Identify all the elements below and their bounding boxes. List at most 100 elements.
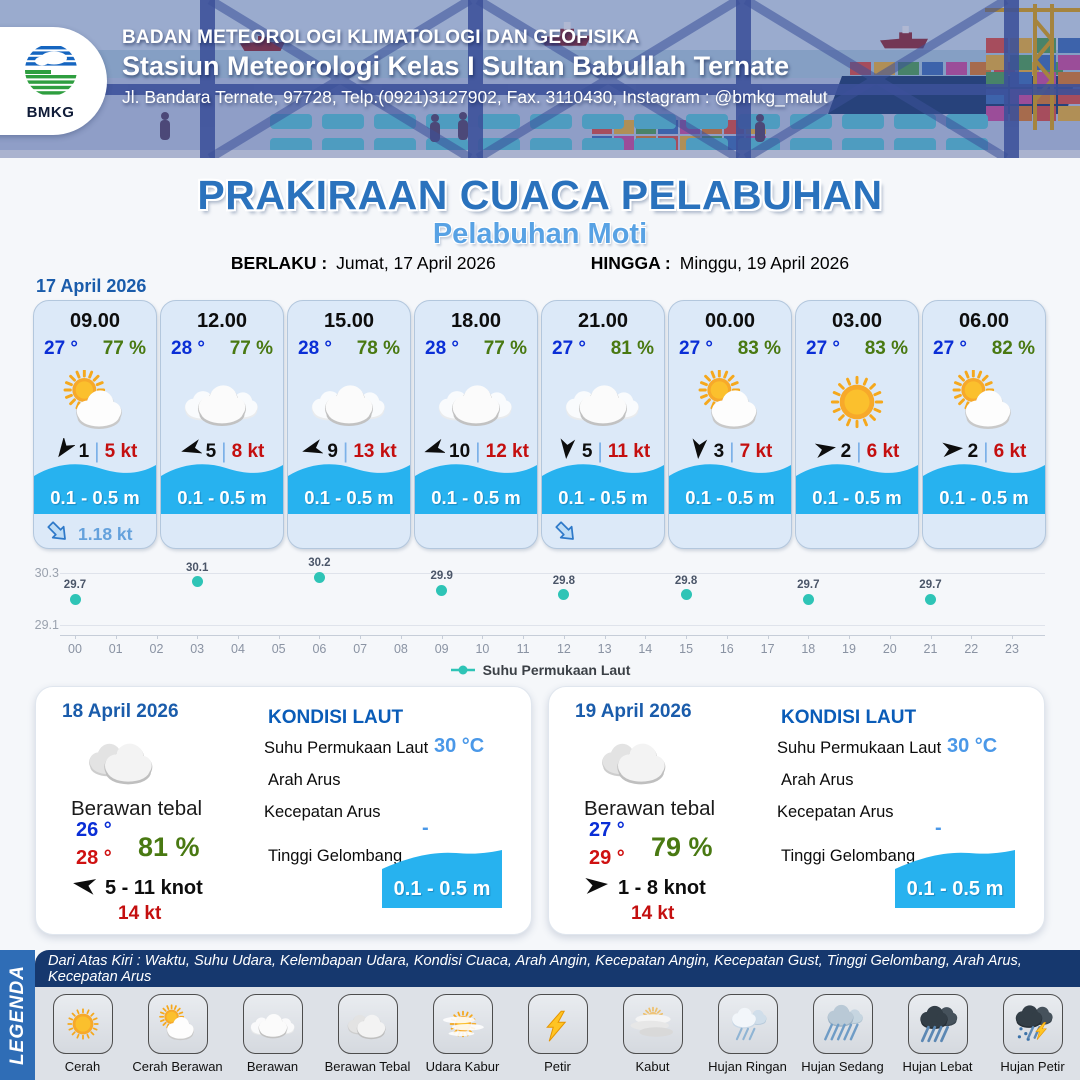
- cerah-berawan-icon: [923, 367, 1045, 437]
- wind-row: 10 | 12 kt: [415, 438, 537, 465]
- wave-height-badge: 0.1 - 0.5 m: [382, 849, 502, 908]
- x-tick: 21: [923, 642, 938, 656]
- cerah-icon: [52, 994, 113, 1054]
- air-temperature: 27 °: [933, 338, 968, 359]
- current-speed-label: Kecepatan Arus: [777, 803, 894, 821]
- daily-forecast-card: 19 April 2026 Berawan tebal 27 ° 29 ° 79…: [548, 686, 1045, 935]
- wave-icon: [161, 460, 283, 482]
- gust-speed: 6 kt: [866, 441, 900, 462]
- max-temperature: 28 °: [76, 847, 112, 869]
- legend-item-label: Berawan: [246, 1059, 299, 1074]
- sst-point: [680, 589, 692, 601]
- wind-direction-icon: [941, 438, 964, 466]
- chart-legend: Suhu Permukaan Laut: [35, 662, 1045, 678]
- x-tick: 20: [882, 642, 897, 656]
- current-row: [551, 517, 580, 548]
- sst-point: [436, 584, 448, 596]
- hourly-card: 21.00 27 ° 81 % 5 | 11 kt 0.1 - 0.5 m: [541, 300, 665, 549]
- forecast-time: 06.00: [958, 310, 1010, 332]
- legend-item-label: Hujan Sedang: [801, 1059, 884, 1074]
- sst-point-label: 29.8: [674, 574, 698, 587]
- temp-humidity-row: 28 ° 77 %: [415, 333, 537, 360]
- wave-height-label: Tinggi Gelombang: [268, 847, 403, 865]
- current-direction-label: Arah Arus: [781, 771, 854, 789]
- current-speed-value: -: [422, 817, 429, 839]
- wind-row: 2 | 6 kt: [796, 439, 918, 465]
- separator: |: [221, 440, 227, 463]
- min-temperature: 26 °: [76, 819, 112, 841]
- gust-speed: 8 kt: [231, 441, 265, 462]
- sst-value: 30 °C: [434, 735, 485, 757]
- validity-row: BERLAKU : Jumat, 17 April 2026 HINGGA : Mi…: [0, 253, 1080, 274]
- x-tick: 12: [556, 642, 571, 656]
- station-address: Jl. Bandara Ternate, 97728, Telp.(0921)3…: [122, 87, 828, 107]
- x-tick: 02: [149, 642, 164, 656]
- legend-item-label: Petir: [544, 1059, 571, 1074]
- x-tick: 06: [312, 642, 327, 656]
- legend-item-label: Hujan Lebat: [902, 1059, 973, 1074]
- wave-icon: [923, 460, 1045, 482]
- cerah-icon: [796, 367, 918, 437]
- legend-item-label: Berawan Tebal: [324, 1059, 411, 1074]
- berlaku-label: BERLAKU :: [230, 253, 328, 273]
- legend-item: Cerah Berawan: [130, 987, 225, 1080]
- sst-point: [313, 571, 325, 583]
- sst-chart: 30.3 29.1 00 01 02 03 04 05 06 07 08 09 10 11 12 13 14 15…: [35, 557, 1045, 690]
- legend-footer: LEGENDA Dari Atas Kiri : Waktu, Suhu Uda…: [0, 950, 1080, 1080]
- x-tick: 16: [719, 642, 734, 656]
- wind-row: 9 | 13 kt: [288, 439, 410, 465]
- sst-point-label: 29.9: [430, 570, 453, 583]
- x-tick: 00: [68, 642, 82, 656]
- weather-condition: Berawan tebal: [584, 797, 716, 820]
- legend-sidebar: LEGENDA: [0, 950, 35, 1080]
- legend-item: Kabut: [605, 987, 700, 1080]
- temp-humidity-row: 27 ° 83 %: [669, 333, 791, 360]
- berawan-tebal-icon: [337, 994, 398, 1054]
- weather-condition: Berawan tebal: [71, 797, 203, 820]
- separator: |: [342, 440, 349, 463]
- hourly-card: 00.00 27 ° 83 % 3 | 7 kt 0.1 - 0.5 m: [668, 300, 792, 549]
- berawan-icon: [288, 367, 410, 437]
- wave-height: 0.1 - 0.5 m: [939, 486, 1029, 508]
- berawan-icon: [415, 367, 537, 437]
- wave-height: 0.1 - 0.5 m: [304, 486, 394, 508]
- daily-forecast-card: 18 April 2026 Berawan tebal 26 ° 28 ° 81…: [35, 686, 532, 935]
- berawan-icon: [542, 367, 664, 437]
- petir-icon: [527, 994, 588, 1054]
- legend-item-label: Udara Kabur: [425, 1059, 500, 1074]
- hourly-card: 12.00 28 ° 77 % 5 | 8 kt 0.1 - 0.5 m: [160, 300, 284, 549]
- daily-date: 19 April 2026: [575, 701, 692, 722]
- temp-humidity-row: 27 ° 81 %: [542, 333, 664, 360]
- wind-speed: 9: [327, 441, 338, 462]
- hourly-card: 06.00 27 ° 82 % 2 | 6 kt 0.1 - 0.5 m: [922, 300, 1046, 549]
- wave-height-badge: 0.1 - 0.5 m: [895, 849, 1015, 908]
- sst-legend-marker-icon: [450, 665, 475, 675]
- current-direction-icon: [551, 517, 580, 548]
- air-temperature: 27 °: [806, 338, 841, 359]
- y-tick: 30.3: [34, 566, 59, 580]
- x-tick: 11: [516, 642, 530, 656]
- wave-icon: [34, 460, 156, 482]
- hourly-card: 15.00 28 ° 78 % 9 | 13 kt 0.1 - 0.5 m: [287, 300, 411, 549]
- separator: |: [94, 440, 100, 463]
- wind-speed-range: 5 - 11 knot: [105, 876, 203, 899]
- x-tick: 15: [679, 642, 694, 656]
- wave-height-label: Tinggi Gelombang: [781, 847, 916, 865]
- x-tick: 05: [271, 642, 286, 656]
- current-row: 1.18 kt: [43, 517, 132, 548]
- legend-item-label: Hujan Petir: [1000, 1059, 1065, 1074]
- hourly-forecast-section: 09.00 27 ° 77 % 1 | 5 kt 0.1 - 0.5 m 1.1…: [33, 300, 1047, 549]
- gust-speed: 7 kt: [739, 441, 773, 462]
- wind-row: 1 | 5 kt: [34, 436, 156, 465]
- hujan-lebat-icon: [907, 994, 968, 1054]
- wave-height: 0.1 - 0.5 m: [393, 877, 491, 900]
- wave-height: 0.1 - 0.5 m: [50, 486, 140, 508]
- wave-icon: [382, 850, 502, 871]
- wind-speed: 5: [205, 441, 217, 462]
- sst-point: [191, 576, 203, 588]
- sst-point: [802, 593, 814, 605]
- forecast-time: 12.00: [196, 310, 248, 332]
- x-tick: 04: [231, 642, 245, 656]
- min-temperature: 27 °: [589, 819, 625, 841]
